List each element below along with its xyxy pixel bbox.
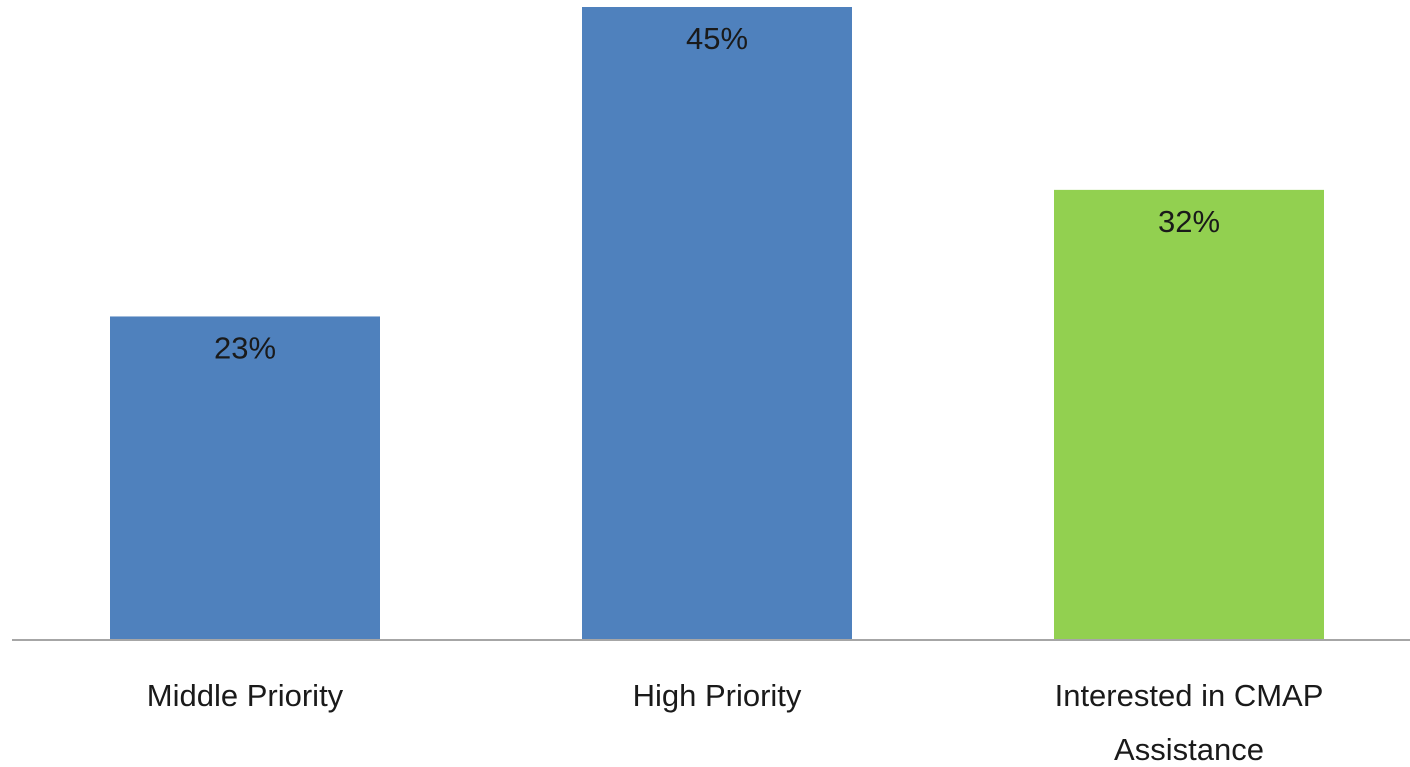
category-label-line: High Priority [633,678,802,713]
data-label-0: 23% [214,330,276,365]
data-labels-layer: 23% 45% 32% [214,21,1220,365]
category-label-line: Interested in CMAP [1055,678,1324,713]
bars-layer [110,7,1324,640]
bar-2 [1054,189,1324,640]
category-label-line: Middle Priority [147,678,344,713]
category-label-line: Assistance [1114,732,1264,767]
bar-1 [582,7,852,640]
category-label-1: High Priority [633,678,802,713]
data-label-1: 45% [686,21,748,56]
bar-0 [110,316,380,640]
category-label-0: Middle Priority [147,678,344,713]
data-label-2: 32% [1158,204,1220,239]
category-labels-layer: Middle Priority High Priority Interested i… [147,678,1324,767]
category-label-2: Interested in CMAP Assistance [1055,678,1324,767]
